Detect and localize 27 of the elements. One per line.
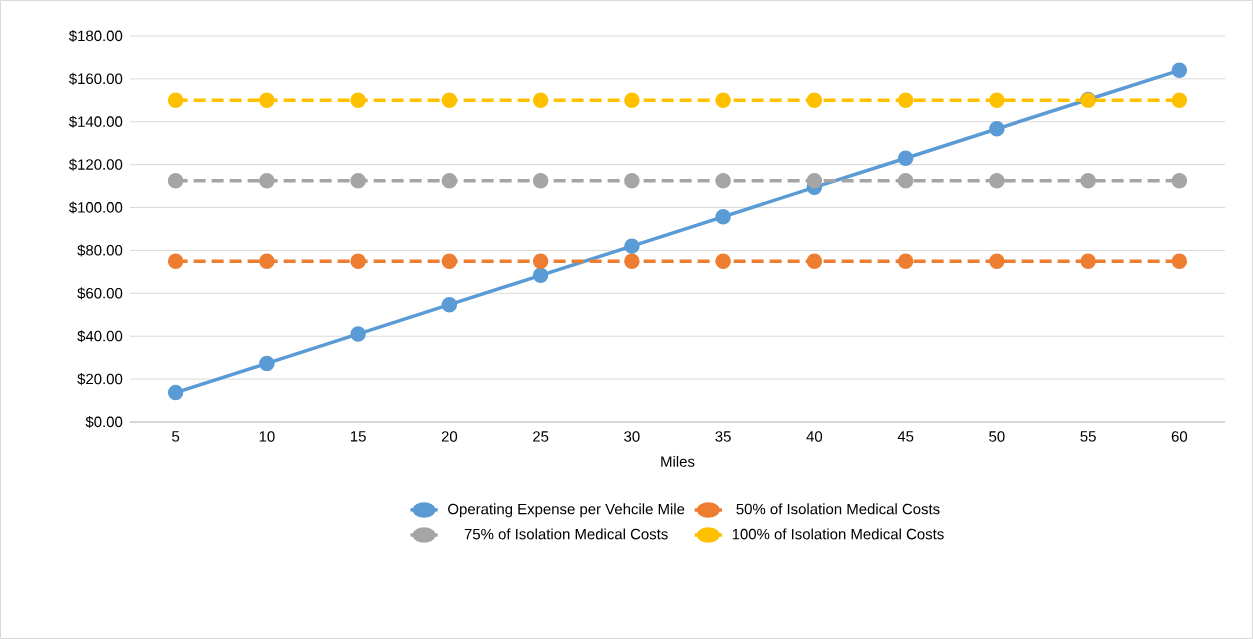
y-tick-label: $100.00 [68,201,123,214]
y-tick-label: $40.00 [77,330,123,343]
y-tick-label: $140.00 [68,115,123,128]
x-tick-label: 50 [989,431,1005,442]
x-tick-label: 5 [172,431,180,442]
legend-label: 50% of Isolation Medical Costs [736,503,940,515]
x-tick-label: 10 [259,431,275,442]
y-tick-label: $160.00 [68,72,123,85]
x-tick-label: 35 [715,431,731,442]
x-tick-label: 20 [441,431,458,442]
x-tick-label: 60 [1171,431,1188,442]
y-tick-label: $20.00 [77,373,123,386]
x-tick-label: 55 [1080,431,1096,442]
legend-label: 100% of Isolation Medical Costs [732,528,944,540]
y-tick-label: $60.00 [77,287,123,300]
y-tick-label: $80.00 [77,244,123,257]
x-tick-label: 15 [350,431,366,442]
y-tick-label: $120.00 [68,158,123,171]
legend-label: Operating Expense per Vehcile Mile [448,503,685,518]
x-tick-label: 45 [897,431,914,442]
x-tick-label: 40 [806,431,823,442]
y-tick-label: $180.00 [68,29,123,43]
legend-label: 75% of Isolation Medical Costs [464,528,668,540]
x-axis-title: Miles [661,455,695,467]
x-tick-label: 30 [624,431,640,442]
x-tick-label: 25 [533,431,549,442]
y-tick-label: $0.00 [85,415,123,429]
